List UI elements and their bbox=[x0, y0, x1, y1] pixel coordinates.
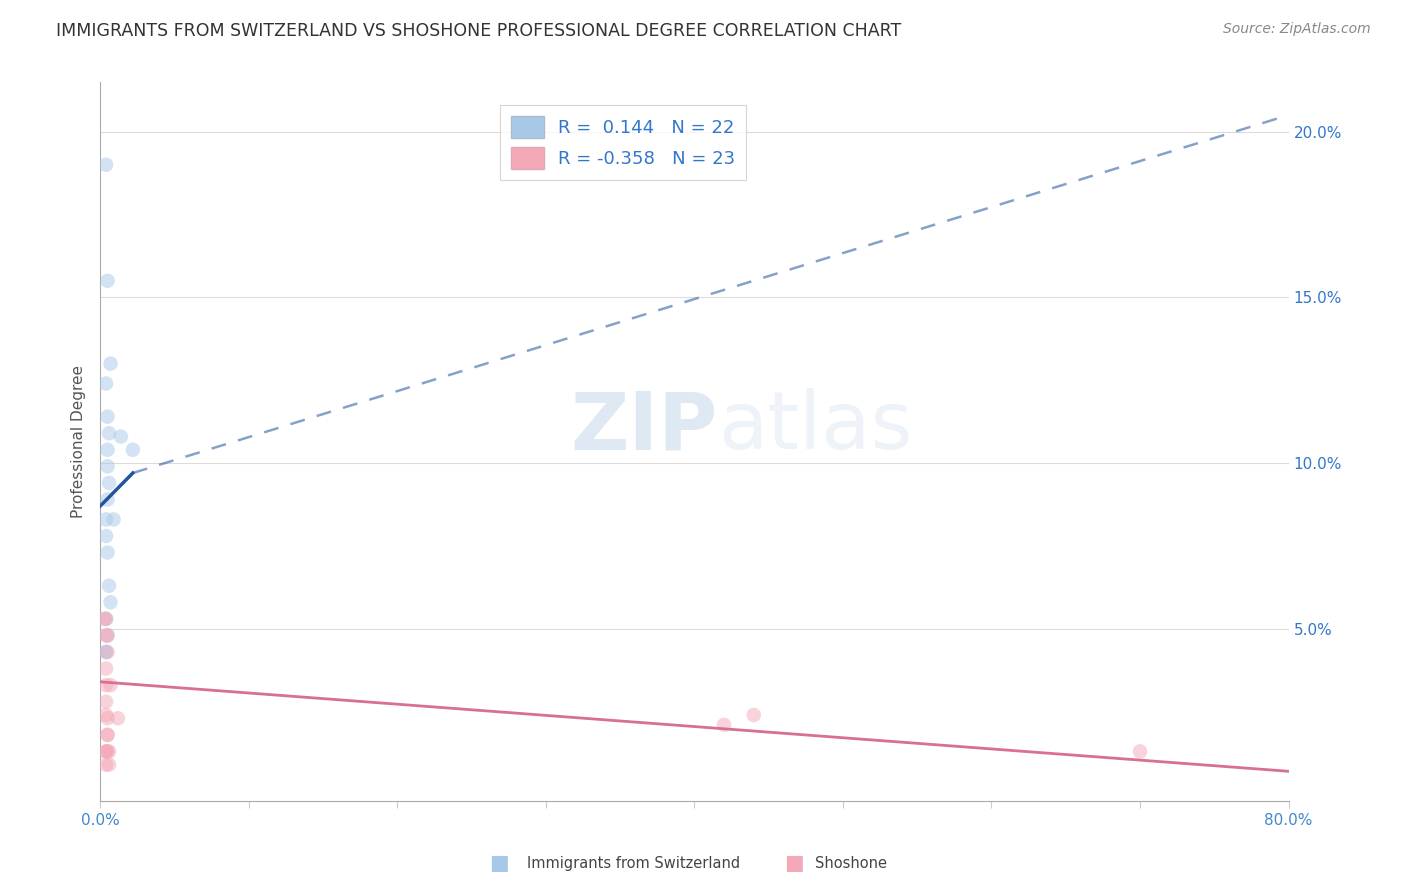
Point bbox=[94, 529, 117, 543]
Text: atlas: atlas bbox=[718, 388, 912, 467]
Point bbox=[94, 744, 117, 758]
Text: ■: ■ bbox=[489, 854, 509, 873]
Point bbox=[96, 545, 118, 559]
Point bbox=[94, 645, 117, 659]
Text: Immigrants from Switzerland: Immigrants from Switzerland bbox=[527, 856, 741, 871]
Point bbox=[96, 728, 118, 742]
Point bbox=[96, 744, 118, 758]
Point bbox=[121, 442, 143, 457]
Point bbox=[94, 158, 117, 172]
Point bbox=[100, 357, 122, 371]
Point bbox=[96, 628, 118, 642]
Point bbox=[98, 579, 121, 593]
Point bbox=[96, 274, 118, 288]
Text: ■: ■ bbox=[785, 854, 804, 873]
Point bbox=[713, 718, 735, 732]
Point bbox=[94, 612, 117, 626]
Point bbox=[94, 512, 117, 526]
Point bbox=[742, 708, 765, 723]
Y-axis label: Professional Degree: Professional Degree bbox=[72, 365, 86, 518]
Point bbox=[110, 429, 132, 443]
Point bbox=[103, 512, 125, 526]
Text: ZIP: ZIP bbox=[571, 388, 718, 467]
Point bbox=[94, 695, 117, 709]
Point bbox=[94, 376, 117, 391]
Point bbox=[94, 744, 117, 758]
Point bbox=[96, 628, 118, 642]
Point bbox=[96, 645, 118, 659]
Point bbox=[96, 459, 118, 474]
Point bbox=[94, 645, 117, 659]
Point bbox=[98, 744, 121, 758]
Point bbox=[94, 678, 117, 692]
Point bbox=[1129, 744, 1152, 758]
Point bbox=[98, 475, 121, 490]
Legend: R =  0.144   N = 22, R = -0.358   N = 23: R = 0.144 N = 22, R = -0.358 N = 23 bbox=[501, 105, 747, 180]
Point bbox=[94, 662, 117, 676]
Text: IMMIGRANTS FROM SWITZERLAND VS SHOSHONE PROFESSIONAL DEGREE CORRELATION CHART: IMMIGRANTS FROM SWITZERLAND VS SHOSHONE … bbox=[56, 22, 901, 40]
Point bbox=[98, 426, 121, 441]
Point bbox=[96, 442, 118, 457]
Point bbox=[98, 757, 121, 772]
Point bbox=[100, 595, 122, 609]
Point bbox=[94, 757, 117, 772]
Point bbox=[96, 711, 118, 725]
Text: Shoshone: Shoshone bbox=[815, 856, 887, 871]
Point bbox=[107, 711, 129, 725]
Point bbox=[94, 708, 117, 723]
Text: Source: ZipAtlas.com: Source: ZipAtlas.com bbox=[1223, 22, 1371, 37]
Point bbox=[96, 728, 118, 742]
Point bbox=[94, 628, 117, 642]
Point bbox=[96, 409, 118, 424]
Point bbox=[93, 612, 115, 626]
Point bbox=[96, 492, 118, 507]
Point bbox=[100, 678, 122, 692]
Point bbox=[94, 612, 117, 626]
